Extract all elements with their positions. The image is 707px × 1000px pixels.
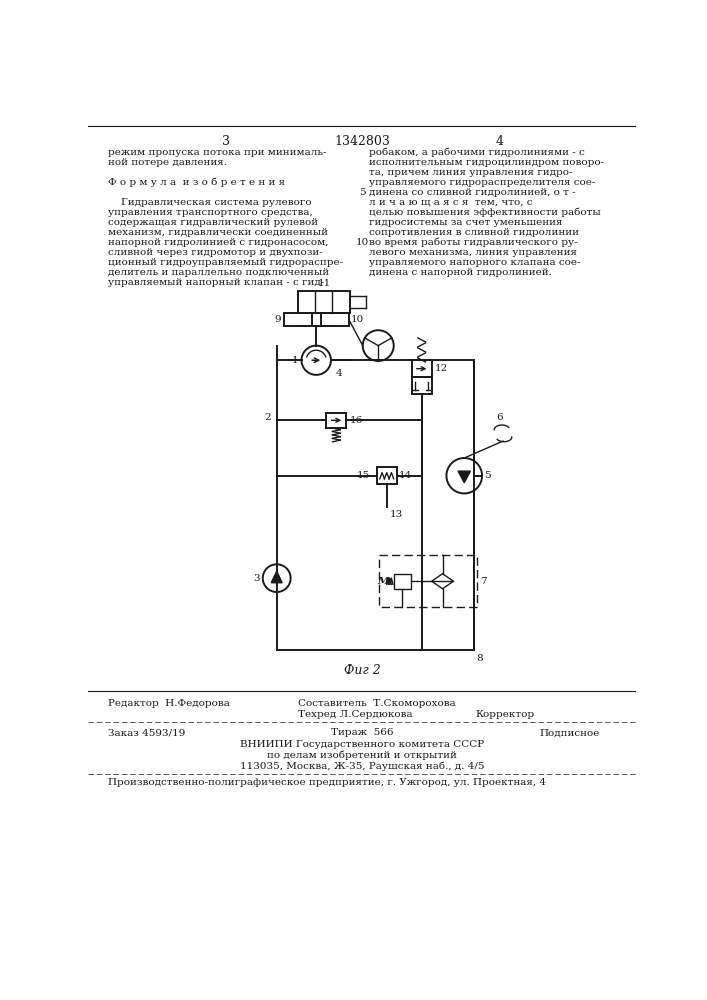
Text: 2: 2 [264, 413, 271, 422]
Text: управления транспортного средства,: управления транспортного средства, [107, 208, 312, 217]
Text: 16: 16 [349, 416, 363, 425]
Text: по делам изобретений и открытий: по делам изобретений и открытий [267, 751, 457, 760]
Text: динена с напорной гидролинией.: динена с напорной гидролинией. [369, 268, 551, 277]
Text: Гидравлическая система рулевого: Гидравлическая система рулевого [107, 198, 311, 207]
Text: 12: 12 [435, 364, 448, 373]
Text: 1342803: 1342803 [334, 135, 390, 148]
Text: Ф о р м у л а  и з о б р е т е н и я: Ф о р м у л а и з о б р е т е н и я [107, 178, 285, 187]
Polygon shape [271, 571, 282, 583]
Text: режим пропуска потока при минималь-: режим пропуска потока при минималь- [107, 148, 326, 157]
Text: 10: 10 [356, 238, 368, 247]
Text: 4: 4 [336, 369, 342, 378]
Text: ной потере давления.: ной потере давления. [107, 158, 227, 167]
Text: 8: 8 [477, 654, 484, 663]
Text: управляемого гидрораспределителя сое-: управляемого гидрораспределителя сое- [369, 178, 595, 187]
Text: 3: 3 [253, 574, 259, 583]
Text: Редактор  Н.Федорова: Редактор Н.Федорова [107, 699, 230, 708]
Text: 15: 15 [357, 471, 370, 480]
Text: 5: 5 [484, 471, 491, 480]
Bar [411, 360, 432, 377]
Text: сливной через гидромотор и двухпози-: сливной через гидромотор и двухпози- [107, 248, 322, 257]
Text: Тираж  566: Тираж 566 [331, 728, 393, 737]
Polygon shape [458, 471, 470, 483]
Text: робаком, а рабочими гидролиниями - с: робаком, а рабочими гидролиниями - с [369, 148, 585, 157]
Text: Подписное: Подписное [539, 728, 600, 737]
Text: 11: 11 [317, 279, 331, 288]
Bar [379, 555, 477, 607]
Text: целью повышения эффективности работы: целью повышения эффективности работы [369, 208, 601, 217]
Text: Корректор: Корректор [476, 710, 535, 719]
Bar [411, 377, 432, 394]
Text: M: M [377, 577, 389, 586]
Text: во время работы гидравлического ру-: во время работы гидравлического ру- [369, 238, 578, 247]
Text: левого механизма, линия управления: левого механизма, линия управления [369, 248, 577, 257]
Text: Фиг 2: Фиг 2 [344, 664, 380, 677]
Text: 113035, Москва, Ж-35, Раушская наб., д. 4/5: 113035, Москва, Ж-35, Раушская наб., д. … [240, 761, 484, 771]
Text: 5: 5 [358, 188, 366, 197]
Text: гидросистемы за счет уменьшения: гидросистемы за счет уменьшения [369, 218, 563, 227]
Bar [394, 574, 411, 589]
Text: содержащая гидравлический рулевой: содержащая гидравлический рулевой [107, 218, 318, 227]
Text: 13: 13 [390, 510, 403, 519]
Bar [377, 467, 397, 484]
Text: л и ч а ю щ а я с я  тем, что, с: л и ч а ю щ а я с я тем, что, с [369, 198, 532, 207]
Text: Составитель  Т.Скоморохова: Составитель Т.Скоморохова [298, 699, 455, 708]
Text: 4: 4 [495, 135, 503, 148]
Text: 9: 9 [274, 315, 281, 324]
Text: динена со сливной гидролинией, о т -: динена со сливной гидролинией, о т - [369, 188, 575, 197]
Text: делитель и параллельно подключенный: делитель и параллельно подключенный [107, 268, 329, 277]
Text: 10: 10 [351, 315, 364, 324]
Bar [298, 291, 351, 312]
Text: напорной гидролинией с гидронасосом,: напорной гидролинией с гидронасосом, [107, 238, 328, 247]
Bar [321, 312, 349, 326]
Text: ВНИИПИ Государственного комитета СССР: ВНИИПИ Государственного комитета СССР [240, 740, 484, 749]
Text: 1: 1 [292, 356, 298, 365]
Text: управляемого напорного клапана сое-: управляемого напорного клапана сое- [369, 258, 580, 267]
Text: 7: 7 [481, 577, 487, 586]
Text: Техред Л.Сердюкова: Техред Л.Сердюкова [298, 710, 412, 719]
Text: исполнительным гидроцилиндром поворо-: исполнительным гидроцилиндром поворо- [369, 158, 604, 167]
Bar [284, 312, 312, 326]
Text: Заказ 4593/19: Заказ 4593/19 [107, 728, 185, 737]
Text: 14: 14 [399, 471, 412, 480]
Bar [327, 413, 346, 428]
Text: механизм, гидравлически соединенный: механизм, гидравлически соединенный [107, 228, 328, 237]
Text: ционный гидроуправляемый гидрораспре-: ционный гидроуправляемый гидрораспре- [107, 258, 343, 267]
Text: 3: 3 [221, 135, 230, 148]
Text: управляемый напорный клапан - с гид-: управляемый напорный клапан - с гид- [107, 278, 324, 287]
Text: та, причем линия управления гидро-: та, причем линия управления гидро- [369, 168, 573, 177]
Text: Производственно-полиграфическое предприятие, г. Ужгород, ул. Проектная, 4: Производственно-полиграфическое предприя… [107, 778, 546, 787]
Text: 6: 6 [496, 413, 503, 422]
Text: сопротивления в сливной гидролинии: сопротивления в сливной гидролинии [369, 228, 579, 237]
